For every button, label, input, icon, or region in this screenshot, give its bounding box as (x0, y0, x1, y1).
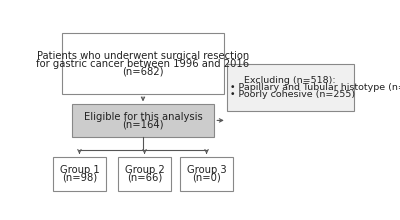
Text: • Papillary and Tubular histotype (n=263): • Papillary and Tubular histotype (n=263… (230, 83, 400, 92)
Text: Patients who underwent surgical resection: Patients who underwent surgical resectio… (37, 51, 249, 61)
Text: Group 2: Group 2 (125, 165, 164, 175)
Text: (n=66): (n=66) (127, 172, 162, 183)
Text: Excluding (n=518):: Excluding (n=518): (244, 76, 336, 85)
Text: (n=0): (n=0) (192, 172, 221, 183)
Bar (53, 157, 106, 191)
Text: Group 3: Group 3 (187, 165, 226, 175)
Bar (72, 104, 214, 136)
Text: • Poorly cohesive (n=255): • Poorly cohesive (n=255) (230, 90, 355, 99)
Text: (n=164): (n=164) (122, 119, 164, 129)
Text: Eligible for this analysis: Eligible for this analysis (84, 112, 202, 122)
Text: Group 1: Group 1 (60, 165, 99, 175)
Text: for gastric cancer between 1996 and 2016: for gastric cancer between 1996 and 2016 (36, 59, 250, 69)
Bar (118, 157, 171, 191)
Bar (62, 33, 224, 94)
Text: (n=98): (n=98) (62, 172, 97, 183)
Bar (180, 157, 233, 191)
Bar (227, 64, 354, 111)
Text: (n=682): (n=682) (122, 66, 164, 76)
